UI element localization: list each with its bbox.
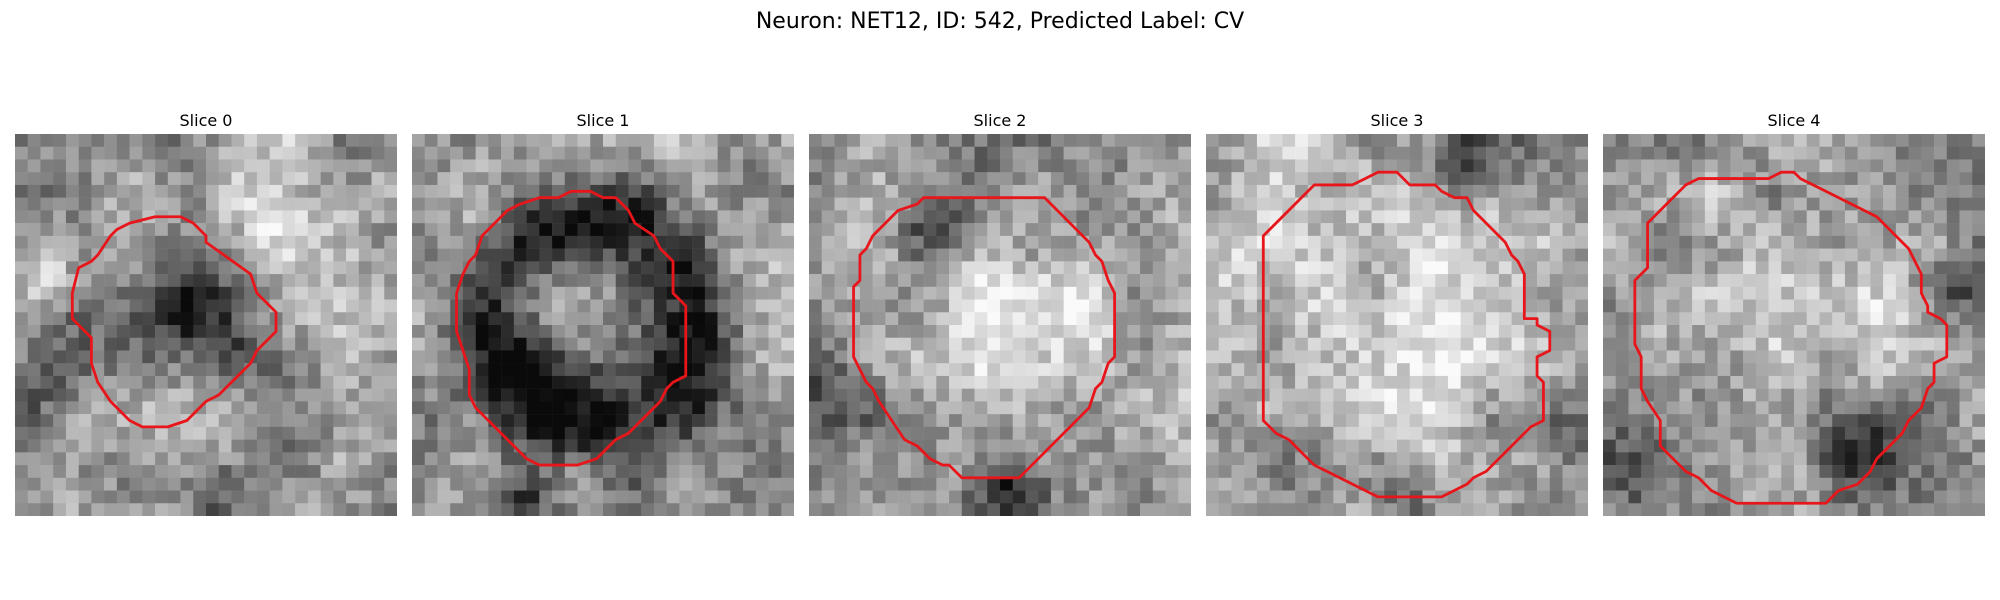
slice-panel-2: Slice 2 <box>809 108 1191 516</box>
figure-title: Neuron: NET12, ID: 542, Predicted Label:… <box>755 9 1245 34</box>
slice-pixels <box>1206 134 1588 516</box>
slice-title-1: Slice 1 <box>576 111 630 130</box>
cell-contour <box>1261 170 1552 499</box>
slice-title-3: Slice 3 <box>1370 111 1424 130</box>
slice-image-3 <box>1206 134 1588 516</box>
slice-title-4: Slice 4 <box>1767 111 1821 130</box>
slice-image-4 <box>1603 134 1985 516</box>
slice-panel-3: Slice 3 <box>1206 108 1588 516</box>
cell-contour <box>852 196 1117 480</box>
slice-pixels <box>809 134 1191 516</box>
slice-pixels <box>15 134 397 516</box>
slice-title-2: Slice 2 <box>973 111 1027 130</box>
cell-contour <box>70 215 278 429</box>
cell-contour <box>1633 170 1949 505</box>
slice-panel-4: Slice 4 <box>1603 108 1985 516</box>
slice-pixels <box>1603 134 1985 516</box>
slice-image-2 <box>809 134 1191 516</box>
slice-pixels <box>412 134 794 516</box>
slice-panel-1: Slice 1 <box>412 108 794 516</box>
cell-contour <box>455 189 688 467</box>
slice-image-1 <box>412 134 794 516</box>
slice-image-0 <box>15 134 397 516</box>
slice-title-0: Slice 0 <box>179 111 233 130</box>
slice-panel-0: Slice 0 <box>15 108 397 516</box>
